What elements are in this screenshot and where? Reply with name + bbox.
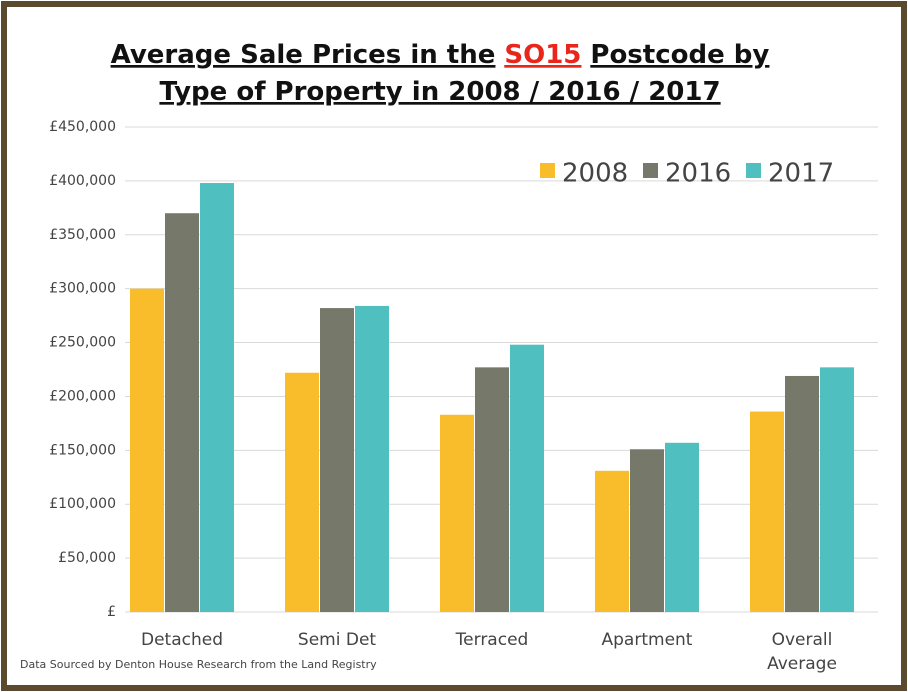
chart-title: Type of Property in 2008 / 2016 / 2017 — [159, 77, 720, 107]
y-tick-label: £150,000 — [49, 442, 116, 458]
legend-label: 2017 — [768, 159, 834, 189]
bar — [750, 411, 784, 612]
bar — [630, 449, 664, 612]
title-part: Postcode by — [590, 40, 769, 70]
bar — [285, 372, 319, 612]
legend-label: 2008 — [562, 159, 628, 189]
title-part: SO15 — [504, 40, 581, 70]
y-tick-label: £100,000 — [49, 496, 116, 512]
bar — [165, 213, 199, 612]
footnote: Data Sourced by Denton House Research fr… — [20, 658, 377, 671]
y-tick-label: £250,000 — [49, 335, 116, 351]
bar — [475, 367, 509, 612]
x-tick-label: Overall Average — [767, 630, 837, 674]
bar — [355, 305, 389, 612]
bar — [320, 308, 354, 612]
y-tick-label: £ — [107, 604, 116, 620]
x-tick-label: Apartment — [601, 630, 693, 650]
y-tick-label: £50,000 — [58, 550, 116, 566]
legend-swatch — [643, 163, 658, 178]
x-tick-label: Terraced — [455, 630, 529, 650]
title-part: Average Sale Prices in the — [111, 40, 496, 70]
bar — [595, 470, 629, 612]
bar — [785, 375, 819, 612]
bar — [440, 414, 474, 612]
x-tick-label: Detached — [140, 630, 223, 650]
y-tick-label: £200,000 — [49, 388, 116, 404]
legend-swatch — [540, 163, 555, 178]
y-tick-label: £350,000 — [49, 227, 116, 243]
bar — [820, 367, 854, 612]
bar — [130, 288, 164, 612]
y-tick-label: £400,000 — [49, 173, 116, 189]
legend-label: 2016 — [665, 159, 731, 189]
bar — [200, 183, 234, 613]
x-tick-label: Semi Det — [297, 630, 377, 650]
bar — [510, 344, 544, 612]
legend-swatch — [746, 163, 761, 178]
y-tick-label: £300,000 — [49, 281, 116, 297]
bar — [665, 442, 699, 612]
title-part: Type of Property in 2008 / 2016 / 2017 — [159, 77, 720, 107]
y-tick-label: £450,000 — [49, 119, 116, 135]
chart-title: Average Sale Prices in the SO15 Postcode b… — [111, 40, 770, 70]
